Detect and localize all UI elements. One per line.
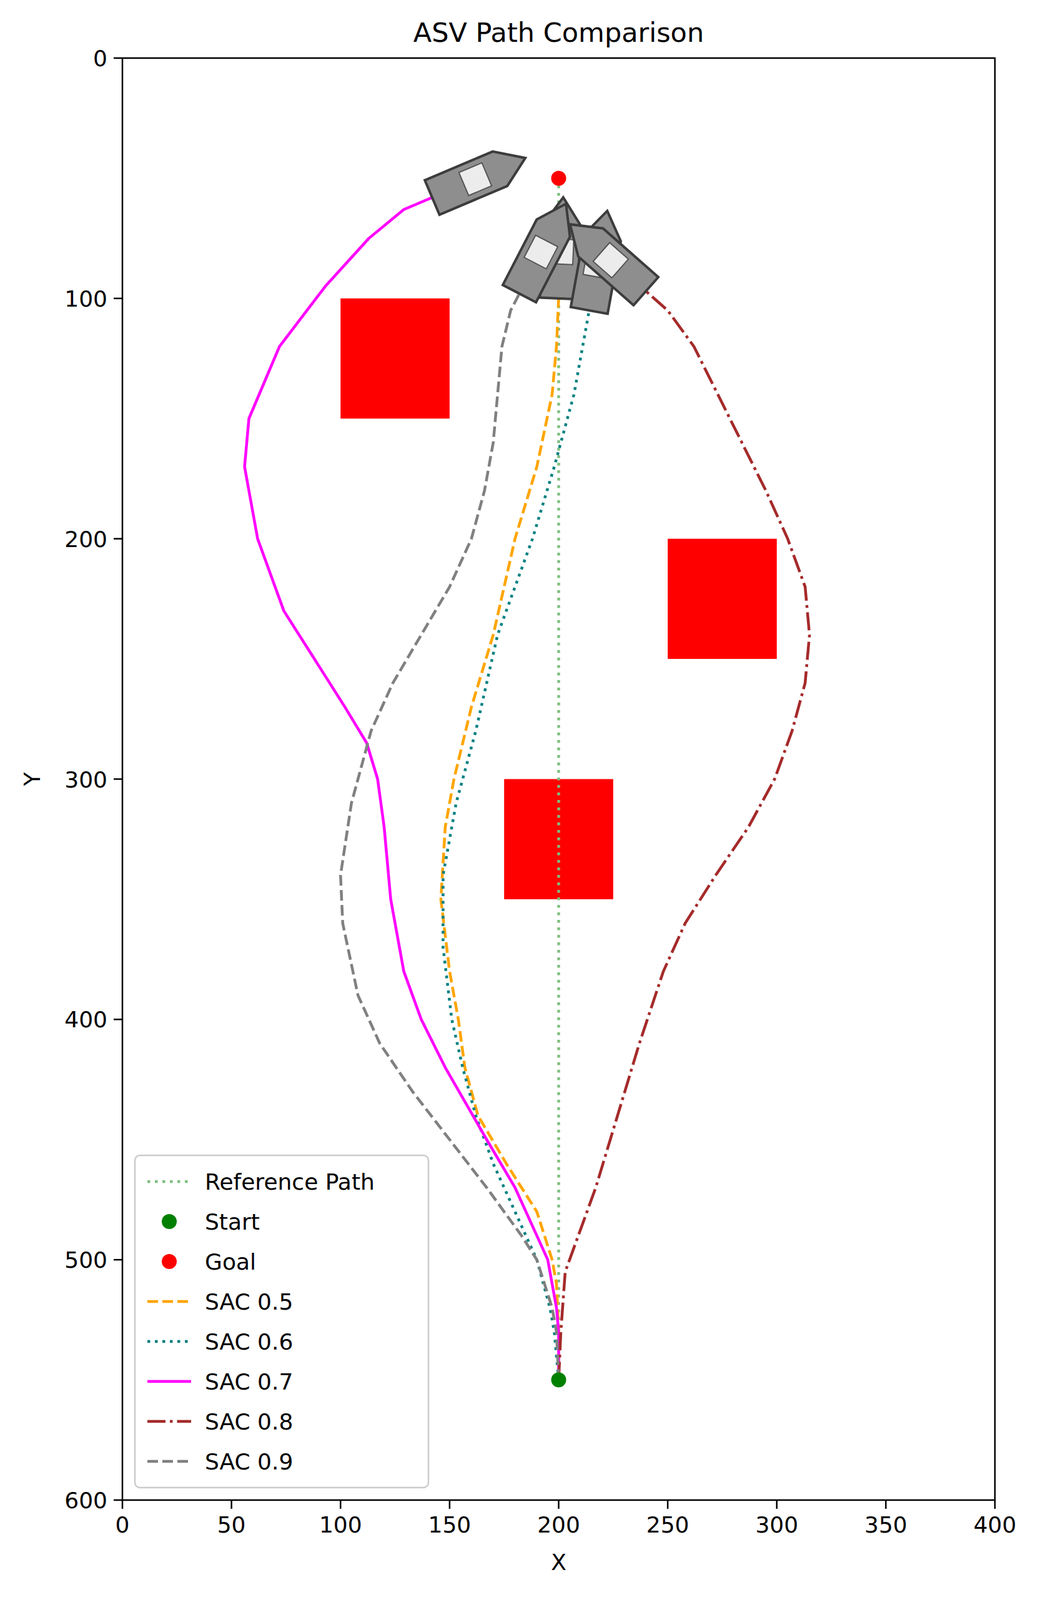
- chart: 0 50 100 150 200 250 300 350 400 0 100 200 300 400 500…: [0, 0, 1038, 1600]
- x-tick: [667, 1500, 669, 1509]
- obstacle: [340, 298, 450, 419]
- y-tick-label: 0: [93, 45, 108, 72]
- path-line: [557, 177, 561, 1380]
- legend-line: [147, 1460, 192, 1464]
- x-tick-label: 300: [755, 1512, 799, 1538]
- x-tick-label: 150: [428, 1512, 472, 1538]
- frame: [122, 58, 995, 1501]
- y-tick-label: 300: [64, 766, 108, 793]
- legend-line: [147, 1180, 192, 1184]
- boat-cabin: [593, 242, 629, 278]
- x-tick-label: 350: [864, 1512, 908, 1538]
- x-axis-label: X: [550, 1549, 567, 1576]
- x-tick: [884, 1500, 887, 1509]
- x-tick-label: 0: [115, 1512, 130, 1538]
- y-tick: [113, 537, 123, 540]
- x-tick-label: 50: [217, 1512, 247, 1538]
- x-tick: [449, 1500, 451, 1509]
- y-tick-label: 400: [64, 1006, 108, 1033]
- path-line: [442, 310, 589, 1381]
- legend-label: SAC 0.8: [204, 1408, 293, 1435]
- legend-line: [147, 1340, 192, 1344]
- boat-cabin: [459, 163, 492, 196]
- y-tick-label: 100: [64, 286, 108, 312]
- y-tick: [113, 1259, 123, 1261]
- boat-hull: [557, 210, 659, 306]
- y-tick-label: 500: [64, 1247, 108, 1273]
- legend-label: SAC 0.9: [204, 1448, 293, 1475]
- y-tick: [113, 778, 123, 781]
- legend-marker: [161, 1214, 177, 1230]
- x-tick-label: 100: [319, 1512, 363, 1538]
- boat-cabin: [523, 235, 558, 270]
- obstacle: [667, 538, 777, 659]
- y-tick: [113, 1499, 123, 1502]
- title: ASV Path Comparison: [413, 16, 704, 49]
- y-tick: [113, 57, 123, 60]
- legend-line: [147, 1380, 192, 1384]
- x-tick-label: 400: [973, 1512, 1017, 1538]
- x-tick: [776, 1500, 779, 1509]
- x-tick: [121, 1500, 124, 1509]
- legend-label: SAC 0.5: [204, 1289, 293, 1315]
- background: [0, 0, 1038, 1600]
- point: [551, 1372, 567, 1388]
- y-tick: [113, 297, 123, 300]
- boat-icon: [502, 195, 583, 303]
- y-axis-label: Y: [19, 771, 45, 787]
- legend-line: [147, 1300, 192, 1304]
- path-line: [558, 291, 811, 1380]
- boat-icon: [557, 210, 659, 306]
- legend-line: [147, 1420, 192, 1424]
- legend-label: SAC 0.7: [204, 1369, 293, 1395]
- y-tick-label: 600: [64, 1487, 108, 1514]
- x-tick: [230, 1500, 233, 1509]
- boat-hull: [502, 195, 583, 303]
- point: [551, 170, 567, 186]
- legend: Reference Path Start Goal SAC 0.5 SAC 0.6 SAC…: [134, 1155, 429, 1488]
- legend-label: Start: [204, 1209, 260, 1235]
- legend-marker: [161, 1254, 177, 1270]
- boat-hull: [424, 140, 533, 215]
- x-tick: [994, 1500, 997, 1509]
- legend-label: SAC 0.6: [204, 1329, 293, 1355]
- x-tick-label: 250: [646, 1512, 690, 1538]
- x-tick: [557, 1500, 560, 1509]
- x-tick-label: 200: [537, 1512, 581, 1538]
- x-tick: [339, 1500, 342, 1509]
- legend-label: Goal: [204, 1249, 257, 1275]
- boat-icon: [424, 140, 533, 215]
- y-tick: [113, 1018, 123, 1021]
- y-tick-label: 200: [64, 526, 108, 553]
- legend-label: Reference Path: [204, 1169, 375, 1195]
- path-line: [440, 298, 559, 1381]
- legend-box: [134, 1155, 429, 1488]
